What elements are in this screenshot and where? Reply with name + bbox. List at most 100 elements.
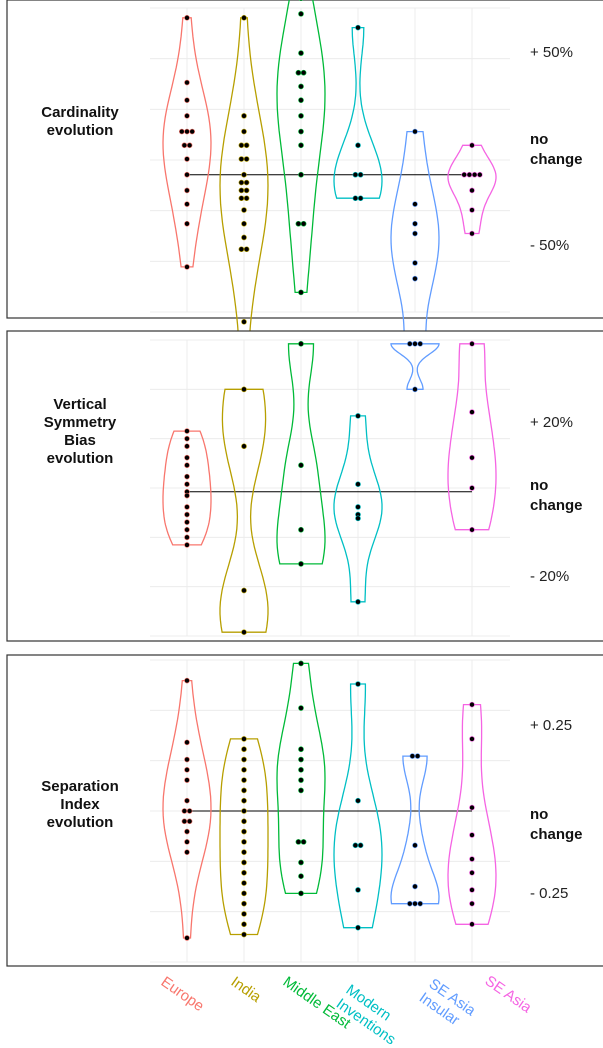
violin-middle-east [276,0,326,294]
data-point [298,0,304,1]
data-point [238,195,245,202]
data-point [469,832,475,838]
label-no-change: change [530,826,583,843]
data-point [241,828,247,835]
data-point [184,443,190,450]
x-axis-label-line: India [228,973,265,1006]
data-point [241,234,247,241]
data-point [184,756,190,763]
data-point [238,142,245,149]
data-point [355,797,361,804]
data-point [298,462,304,469]
data-point [241,15,247,21]
panel-title-line: Vertical [53,396,106,413]
data-point [412,340,418,347]
panel-title-line: Cardinality [41,104,119,121]
data-point [295,69,302,76]
data-point [241,921,247,928]
data-point [355,142,361,149]
data-point [179,128,185,135]
data-point [243,195,250,202]
data-point [300,220,307,227]
data-point [241,818,247,825]
data-point [469,187,475,194]
data-point [241,220,247,227]
data-point [184,128,190,135]
violin-middle-east [276,662,326,895]
data-point [298,873,304,880]
data-point [184,534,190,541]
data-point [469,409,475,415]
label-positive: + 20% [530,414,573,431]
data-point [298,128,304,135]
data-point [238,156,245,162]
violin-india [219,388,269,633]
data-point [300,69,307,76]
panel-title-line: Index [60,796,100,813]
data-point [184,79,190,86]
data-point [241,319,247,325]
data-point [241,587,247,594]
panel-title-line: Bias [64,432,96,449]
violin-modern-inventions [333,26,383,199]
data-point [184,504,190,510]
data-point [300,839,307,845]
data-point [469,856,475,862]
violin-se-asia [447,144,497,235]
data-point [238,179,245,186]
data-point [466,171,473,178]
data-point [355,924,361,931]
data-point [469,804,475,811]
violin-se-asia-insular [390,343,440,390]
data-point [409,753,416,759]
data-point [181,808,188,814]
data-point [238,246,245,253]
data-point [298,890,304,897]
x-axis-label-line: Europe [158,973,207,1015]
data-point [469,887,475,893]
data-point [471,171,478,178]
data-point [184,97,190,103]
data-point [184,739,190,746]
data-point [184,797,190,804]
data-point [357,842,364,849]
data-point [238,187,245,194]
data-point [241,128,247,135]
data-point [184,677,190,684]
data-point [184,454,190,461]
data-point [184,481,190,488]
data-point [184,511,190,518]
data-point [352,171,359,178]
data-point [184,519,190,525]
data-point [298,340,304,347]
data-point [241,797,247,804]
label-positive: + 0.25 [530,717,572,734]
data-point [184,435,190,442]
data-point [243,187,250,194]
data-point [241,171,247,178]
data-point [241,890,247,897]
data-point [241,443,247,450]
violin-europe [162,679,212,939]
data-point [298,746,304,753]
label-no-change: change [530,497,583,514]
data-point [355,599,361,605]
data-point [355,515,361,522]
data-point [189,128,195,135]
data-point [241,629,247,636]
data-point [184,777,190,783]
data-point [243,246,250,253]
data-point [186,808,193,814]
data-point [355,481,361,488]
data-point [184,264,190,270]
x-axis-label-5: SE Asia [482,972,535,1016]
data-point [295,839,302,845]
data-point [355,504,361,510]
data-point [181,142,188,149]
data-point [298,787,304,794]
data-point [184,15,190,21]
data-point [414,753,421,759]
data-point [469,921,475,928]
data-point [469,526,475,533]
